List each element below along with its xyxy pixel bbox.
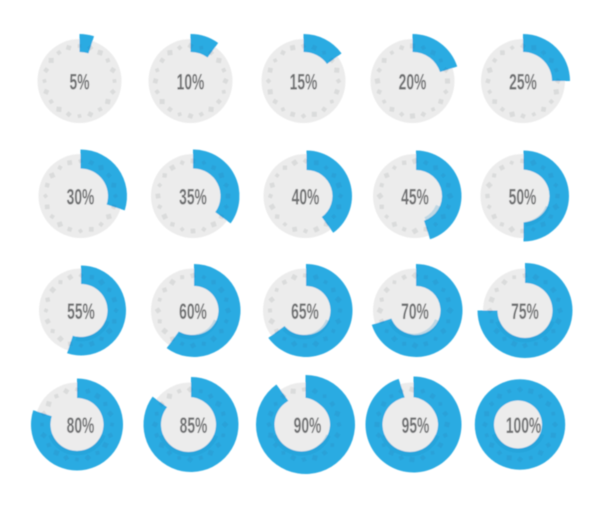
svg-text:95%: 95% (402, 412, 430, 437)
svg-text:35%: 35% (179, 184, 207, 209)
svg-text:90%: 90% (294, 412, 322, 437)
svg-text:30%: 30% (67, 184, 95, 209)
svg-text:65%: 65% (291, 298, 319, 323)
svg-text:70%: 70% (401, 298, 429, 323)
svg-text:40%: 40% (292, 184, 320, 209)
svg-text:45%: 45% (401, 184, 429, 209)
svg-text:80%: 80% (67, 412, 95, 437)
svg-text:10%: 10% (177, 69, 205, 94)
svg-text:55%: 55% (67, 298, 95, 323)
svg-text:15%: 15% (290, 69, 318, 94)
svg-text:85%: 85% (180, 412, 208, 437)
svg-text:20%: 20% (399, 69, 427, 94)
svg-text:5%: 5% (70, 69, 90, 94)
svg-text:60%: 60% (179, 298, 207, 323)
svg-text:50%: 50% (509, 184, 537, 209)
svg-text:100%: 100% (506, 412, 542, 437)
svg-text:25%: 25% (509, 69, 537, 94)
svg-text:75%: 75% (511, 298, 539, 323)
